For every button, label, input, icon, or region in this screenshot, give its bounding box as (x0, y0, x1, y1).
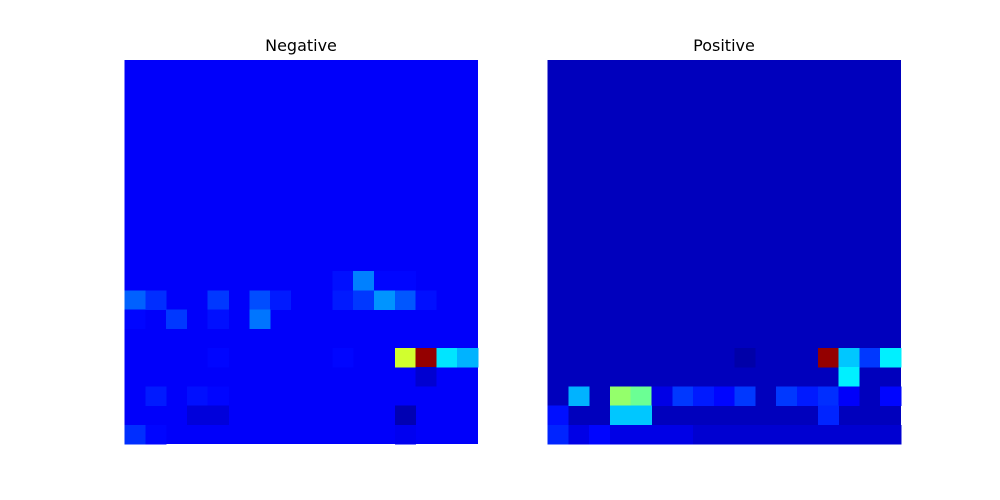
heatmap-cell (693, 386, 715, 406)
heatmap-negative (124, 60, 479, 445)
heatmap-cell (124, 309, 146, 330)
heatmap-cell (186, 386, 208, 406)
heatmap-cell (415, 367, 437, 387)
heatmap-cell (332, 271, 354, 291)
heatmap-cell (817, 348, 839, 368)
heatmap-cell (880, 348, 902, 368)
heatmap-cell (630, 386, 652, 406)
heatmap-cell (394, 348, 416, 368)
heatmap-cell (374, 290, 396, 310)
heatmap-cell (436, 348, 458, 368)
heatmap-positive (547, 60, 902, 445)
heatmap-cell (249, 290, 271, 310)
heatmap-cell (817, 405, 839, 426)
panel-title-positive: Positive (693, 36, 755, 55)
heatmap-cell (568, 386, 590, 406)
heatmap-cell (651, 386, 673, 406)
heatmap-cell (838, 386, 860, 406)
heatmap-cell (734, 424, 756, 445)
heatmap-cell (817, 386, 839, 406)
heatmap-cell (693, 424, 715, 445)
heatmap-cell (270, 290, 292, 310)
heatmap-cell (838, 367, 860, 387)
heatmap-cell (776, 424, 798, 445)
heatmap-cell (332, 290, 354, 310)
heatmap-cell (713, 386, 735, 406)
heatmap-cell (797, 424, 819, 445)
heatmap-cell (797, 386, 819, 406)
heatmap-cell (415, 290, 437, 310)
panel-title-negative: Negative (265, 36, 337, 55)
heatmap-cell (207, 309, 229, 330)
heatmap-cell (713, 424, 735, 445)
heatmap-cell (589, 424, 611, 445)
heatmap-cell (609, 386, 631, 406)
heatmap-cell (145, 386, 167, 406)
heatmap-cell (838, 348, 860, 368)
heatmap-cell (880, 424, 902, 445)
heatmap-cell (207, 290, 229, 310)
heatmap-cell (630, 424, 652, 445)
heatmap-cell (755, 424, 777, 445)
heatmap-cell (207, 386, 229, 406)
heatmap-cell (568, 424, 590, 445)
heatmap-cell (838, 424, 860, 445)
heatmap-cell (734, 386, 756, 406)
heatmap-cell (880, 386, 902, 406)
heatmap-cell (207, 348, 229, 368)
heatmap-cell (859, 348, 881, 368)
heatmap-cell (124, 290, 146, 310)
heatmap-cell (145, 290, 167, 310)
heatmap-cell (672, 424, 694, 445)
heatmap-cell (166, 309, 188, 330)
heatmap-cell (394, 424, 416, 445)
heatmap-cell (547, 424, 569, 445)
heatmap-cell (776, 386, 798, 406)
heatmap-cell (353, 290, 375, 310)
heatmap-cell (651, 424, 673, 445)
heatmap-cell (332, 348, 354, 368)
heatmap-cell (415, 348, 437, 368)
heatmap-cell (394, 290, 416, 310)
heatmap-cell (734, 348, 756, 368)
heatmap-cell (145, 424, 167, 445)
heatmap-cell (457, 348, 479, 368)
heatmap-cell (249, 309, 271, 330)
heatmap-cell (124, 424, 146, 445)
heatmap-cell (394, 405, 416, 426)
heatmap-cell (374, 271, 396, 291)
heatmap-cell (609, 424, 631, 445)
heatmap-cell (207, 405, 229, 426)
heatmap-cell (186, 405, 208, 426)
heatmap-cell (547, 405, 569, 426)
heatmap-cell (609, 405, 631, 426)
heatmap-cell (817, 424, 839, 445)
heatmap-cell (353, 271, 375, 291)
heatmap-cell (672, 386, 694, 406)
heatmap-cell (630, 405, 652, 426)
heatmap-cell (394, 271, 416, 291)
heatmap-cell (859, 424, 881, 445)
